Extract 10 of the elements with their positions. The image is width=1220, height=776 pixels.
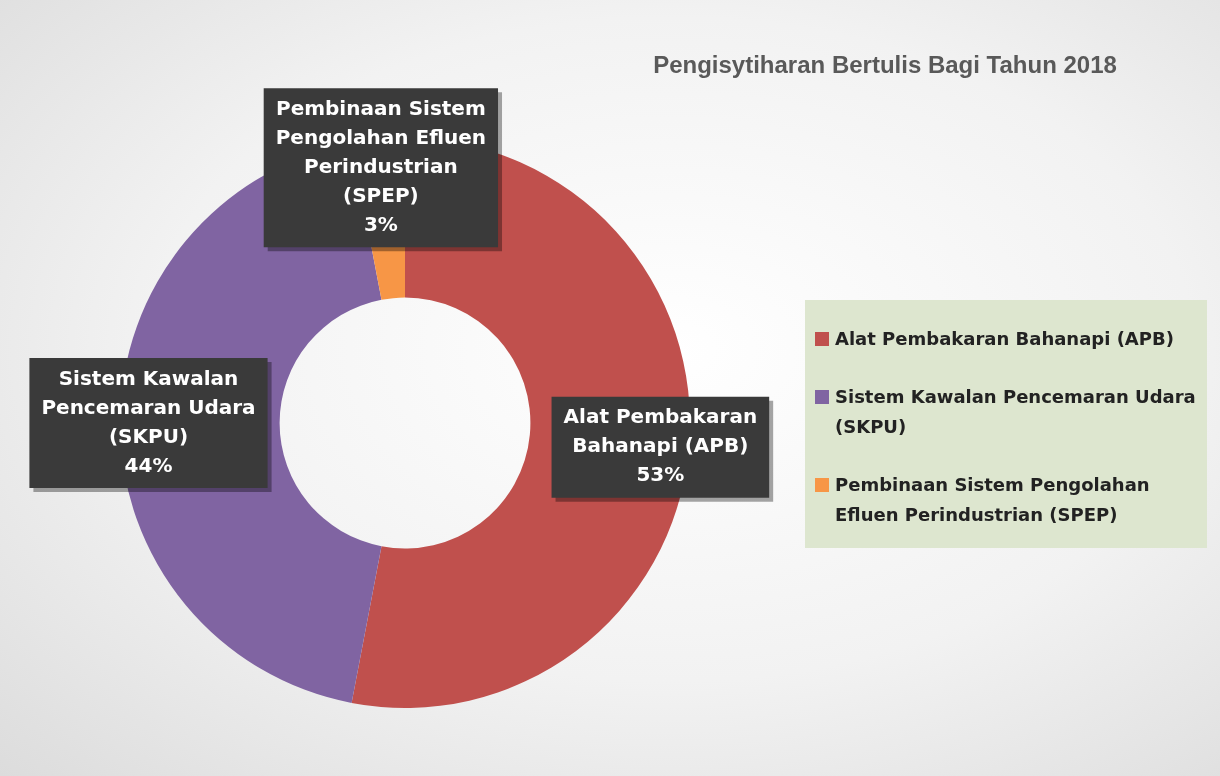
legend-label: Pembinaan Sistem Pengolahan Efluen Perindustrian (SPEP) [835,473,1151,527]
slice-label: Alat Pembakaran Bahanapi (APB) [563,404,758,458]
legend-label: Alat Pembakaran Bahanapi (APB) [835,327,1174,351]
slice-label: Sistem Kawalan Pencemaran Udara (SKPU) [41,365,256,448]
data-label: 44% [124,452,173,477]
data-label: 3% [363,211,398,236]
data-label: 53% [636,462,685,487]
chart-title: Pengisytiharan Bertulis Bagi Tahun 2018 [653,50,1117,78]
legend-label: Sistem Kawalan Pencemaran Udara (SKPU) [835,385,1197,439]
slice-label: Pembinaan Sistem Pengolahan Efluen Perindustrian (SPEP) [275,95,487,207]
